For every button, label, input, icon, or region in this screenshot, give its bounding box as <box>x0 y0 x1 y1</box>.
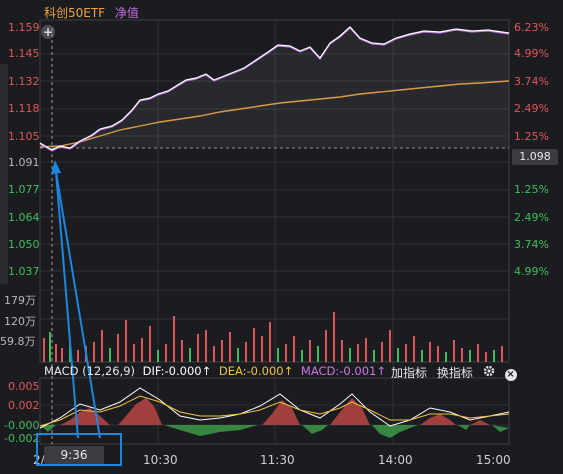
price-label: 1.145 <box>8 47 40 60</box>
macd-title: MACD (12,26,9) <box>44 364 135 378</box>
volume-label: 179万 <box>4 294 36 307</box>
price-label: 1.105 <box>8 130 40 143</box>
price-label: 1.091 <box>8 156 40 169</box>
price-label: 1.159 <box>8 21 40 34</box>
left-edge-strip <box>0 64 8 284</box>
price-label: 1.132 <box>8 75 40 88</box>
macd-arrow: ↑ <box>376 364 386 378</box>
time-label: 11:30 <box>260 453 295 467</box>
indicator-tools: 加指标 换指标 × <box>391 364 523 381</box>
volume-label: 59.8万 <box>0 335 36 348</box>
percent-label: 1.25% <box>514 130 549 143</box>
volume-bars <box>43 312 503 362</box>
price-line-shadow <box>39 27 510 152</box>
dif-line <box>39 387 510 429</box>
dea-arrow: ↑ <box>283 364 294 378</box>
nav-label: 净值 <box>114 6 139 20</box>
percent-label: 2.49% <box>514 211 549 224</box>
macd-hist-pos <box>60 398 490 425</box>
price-line <box>39 26 510 151</box>
dif-value: DIF:-0.000 <box>142 364 202 378</box>
price-label: 1.064 <box>8 211 40 224</box>
percent-label: 4.99% <box>514 47 549 60</box>
average-line <box>39 80 510 148</box>
gear-icon[interactable] <box>483 365 495 377</box>
time-label: 14:00 <box>378 453 413 467</box>
percent-label: 1.25% <box>514 183 549 196</box>
price-area <box>40 27 509 150</box>
macd-axis-label: 0.005 <box>8 380 40 393</box>
percent-label: 4.99% <box>514 265 549 278</box>
price-label: 1.077 <box>8 183 40 196</box>
macd-hist-neg <box>40 425 509 438</box>
macd-legend: MACD (12,26,9) DIF:-0.000↑ DEA:-0.000↑ M… <box>44 364 386 378</box>
close-icon[interactable]: × <box>504 369 517 381</box>
horizontal-gridlines <box>40 53 509 426</box>
annotation-box <box>36 433 122 466</box>
percent-label: 2.49% <box>514 102 549 115</box>
fund-name: 科创50ETF <box>44 6 106 20</box>
price-label: 1.050 <box>8 238 40 251</box>
price-label: 1.118 <box>8 102 40 115</box>
macd-axis-label: 0.002 <box>8 399 40 412</box>
price-label: 1.037 <box>8 265 40 278</box>
add-indicator-button[interactable]: 加指标 <box>391 366 428 380</box>
dif-arrow: ↑ <box>201 364 212 378</box>
dea-line <box>39 395 510 427</box>
current-price-tag: 1.098 <box>512 149 558 165</box>
macd-axis-label: -0.002 <box>4 432 40 445</box>
macd-axis-label: -0.000 <box>4 419 40 432</box>
annotation-arrows <box>51 160 101 439</box>
time-label: 10:30 <box>143 453 178 467</box>
crosshair-time-tooltip: 9:36 <box>44 446 104 464</box>
percent-label: 6.23% <box>514 21 549 34</box>
dea-value: DEA:-0.000 <box>218 364 284 378</box>
time-label: 15:00 <box>476 453 511 467</box>
chart-header: 科创50ETF 净值 <box>44 4 139 21</box>
macd-value: MACD:-0.001 <box>300 364 377 378</box>
percent-label: 3.74% <box>514 75 549 88</box>
volume-label: 120万 <box>4 315 36 328</box>
percent-label: 3.74% <box>514 238 549 251</box>
switch-indicator-button[interactable]: 换指标 <box>436 366 473 380</box>
